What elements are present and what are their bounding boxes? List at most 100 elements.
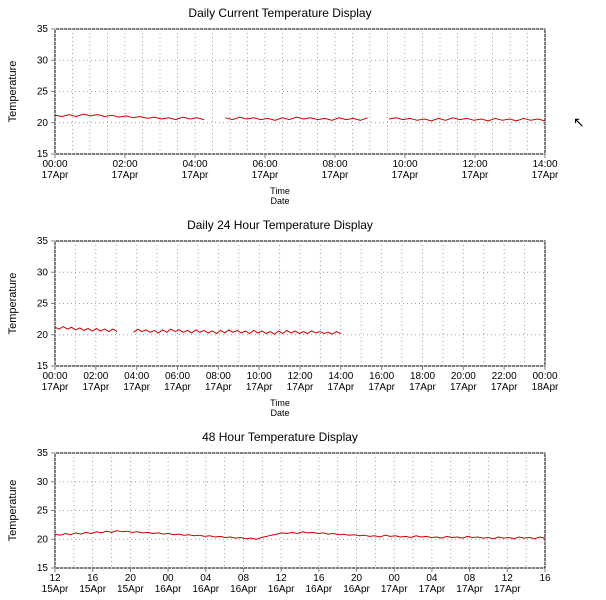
temperature-charts-page: { "background_color": "#ffffff", "text_c… bbox=[0, 0, 606, 600]
svg-text:17Apr: 17Apr bbox=[392, 170, 419, 181]
svg-text:16:00: 16:00 bbox=[369, 371, 394, 382]
svg-text:04:00: 04:00 bbox=[124, 371, 149, 382]
svg-text:17Apr: 17Apr bbox=[419, 584, 446, 595]
svg-text:04: 04 bbox=[426, 573, 438, 584]
svg-text:16Apr: 16Apr bbox=[343, 584, 370, 595]
svg-text:12:00: 12:00 bbox=[462, 159, 487, 170]
svg-text:17Apr: 17Apr bbox=[42, 170, 69, 181]
svg-text:25: 25 bbox=[37, 87, 49, 98]
chart-daily-current: Daily Current Temperature Display 152025… bbox=[0, 6, 560, 206]
svg-text:17Apr: 17Apr bbox=[381, 584, 408, 595]
chart3-title: 48 Hour Temperature Display bbox=[0, 430, 560, 444]
svg-text:12: 12 bbox=[49, 573, 61, 584]
svg-text:08:00: 08:00 bbox=[206, 371, 231, 382]
svg-text:17Apr: 17Apr bbox=[123, 382, 150, 393]
chart2-plot: 1520253035Temperature00:0017Apr02:0017Ap… bbox=[0, 236, 560, 396]
svg-text:17Apr: 17Apr bbox=[327, 382, 354, 393]
svg-text:17Apr: 17Apr bbox=[450, 382, 477, 393]
svg-text:12:00: 12:00 bbox=[287, 371, 312, 382]
svg-text:35: 35 bbox=[37, 448, 49, 459]
svg-text:25: 25 bbox=[37, 506, 49, 517]
svg-text:16Apr: 16Apr bbox=[192, 584, 219, 595]
svg-text:14:00: 14:00 bbox=[532, 159, 557, 170]
svg-text:17Apr: 17Apr bbox=[164, 382, 191, 393]
svg-text:17Apr: 17Apr bbox=[205, 382, 232, 393]
svg-text:Temperature: Temperature bbox=[7, 61, 19, 123]
svg-text:15Apr: 15Apr bbox=[42, 584, 69, 595]
svg-text:35: 35 bbox=[37, 24, 49, 35]
svg-text:17Apr: 17Apr bbox=[182, 170, 209, 181]
svg-text:06:00: 06:00 bbox=[165, 371, 190, 382]
svg-text:35: 35 bbox=[37, 236, 49, 247]
svg-text:20: 20 bbox=[351, 573, 363, 584]
svg-text:10:00: 10:00 bbox=[392, 159, 417, 170]
svg-text:20: 20 bbox=[37, 330, 49, 341]
svg-text:06:00: 06:00 bbox=[252, 159, 277, 170]
svg-text:18Apr: 18Apr bbox=[532, 382, 559, 393]
svg-text:14:00: 14:00 bbox=[328, 371, 353, 382]
svg-text:02:00: 02:00 bbox=[83, 371, 108, 382]
svg-text:16: 16 bbox=[539, 573, 551, 584]
svg-text:08:00: 08:00 bbox=[322, 159, 347, 170]
svg-text:17Apr: 17Apr bbox=[532, 170, 559, 181]
svg-text:18:00: 18:00 bbox=[410, 371, 435, 382]
chart2-title: Daily 24 Hour Temperature Display bbox=[0, 218, 560, 232]
svg-text:25: 25 bbox=[37, 299, 49, 310]
chart1-title: Daily Current Temperature Display bbox=[0, 6, 560, 20]
svg-text:20: 20 bbox=[125, 573, 137, 584]
svg-text:17Apr: 17Apr bbox=[252, 170, 279, 181]
mouse-cursor-icon: ↖ bbox=[573, 114, 585, 131]
svg-text:15Apr: 15Apr bbox=[117, 584, 144, 595]
svg-text:17Apr: 17Apr bbox=[322, 170, 349, 181]
svg-text:12: 12 bbox=[502, 573, 514, 584]
svg-text:17Apr: 17Apr bbox=[42, 382, 69, 393]
svg-text:00:00: 00:00 bbox=[42, 371, 67, 382]
svg-text:10:00: 10:00 bbox=[247, 371, 272, 382]
svg-text:17Apr: 17Apr bbox=[494, 584, 521, 595]
svg-text:17Apr: 17Apr bbox=[246, 382, 273, 393]
svg-text:16Apr: 16Apr bbox=[230, 584, 257, 595]
svg-text:16Apr: 16Apr bbox=[306, 584, 333, 595]
chart1-plot: 1520253035Temperature00:0017Apr02:0017Ap… bbox=[0, 24, 560, 184]
svg-text:04: 04 bbox=[200, 573, 212, 584]
svg-text:Temperature: Temperature bbox=[7, 273, 19, 335]
svg-text:15: 15 bbox=[37, 563, 49, 574]
svg-text:08: 08 bbox=[238, 573, 250, 584]
chart2-xlabel-time: Time bbox=[0, 398, 560, 408]
svg-text:17Apr: 17Apr bbox=[112, 170, 139, 181]
svg-text:17Apr: 17Apr bbox=[409, 382, 436, 393]
svg-text:00: 00 bbox=[389, 573, 401, 584]
svg-text:00:00: 00:00 bbox=[42, 159, 67, 170]
chart2-xlabel-date: Date bbox=[0, 408, 560, 418]
svg-text:00:00: 00:00 bbox=[532, 371, 557, 382]
svg-text:30: 30 bbox=[37, 267, 49, 278]
svg-text:17Apr: 17Apr bbox=[82, 382, 109, 393]
svg-text:00: 00 bbox=[163, 573, 175, 584]
svg-text:30: 30 bbox=[37, 477, 49, 488]
svg-text:17Apr: 17Apr bbox=[456, 584, 483, 595]
svg-text:08: 08 bbox=[464, 573, 476, 584]
chart3-plot: 1520253035Temperature1215Apr1615Apr2015A… bbox=[0, 448, 560, 598]
chart-48h: 48 Hour Temperature Display 15 20 25 30 35 Te… bbox=[0, 430, 560, 598]
svg-text:16: 16 bbox=[87, 573, 99, 584]
svg-text:17Apr: 17Apr bbox=[368, 382, 395, 393]
chart-daily-24h: Daily 24 Hour Temperature Display 152025… bbox=[0, 218, 560, 418]
svg-text:20:00: 20:00 bbox=[451, 371, 476, 382]
chart1-xlabel-date: Date bbox=[0, 196, 560, 206]
svg-text:16: 16 bbox=[313, 573, 325, 584]
svg-text:17Apr: 17Apr bbox=[491, 382, 518, 393]
chart1-xlabel-time: Time bbox=[0, 186, 560, 196]
svg-text:30: 30 bbox=[37, 55, 49, 66]
svg-text:17Apr: 17Apr bbox=[462, 170, 489, 181]
svg-text:02:00: 02:00 bbox=[112, 159, 137, 170]
svg-text:22:00: 22:00 bbox=[492, 371, 517, 382]
svg-text:20: 20 bbox=[37, 534, 49, 545]
svg-text:16Apr: 16Apr bbox=[268, 584, 295, 595]
svg-text:16Apr: 16Apr bbox=[155, 584, 182, 595]
svg-text:Temperature: Temperature bbox=[7, 480, 19, 542]
svg-text:20: 20 bbox=[37, 118, 49, 129]
svg-text:04:00: 04:00 bbox=[182, 159, 207, 170]
svg-text:12: 12 bbox=[276, 573, 288, 584]
svg-text:17Apr: 17Apr bbox=[287, 382, 314, 393]
svg-text:15Apr: 15Apr bbox=[79, 584, 106, 595]
